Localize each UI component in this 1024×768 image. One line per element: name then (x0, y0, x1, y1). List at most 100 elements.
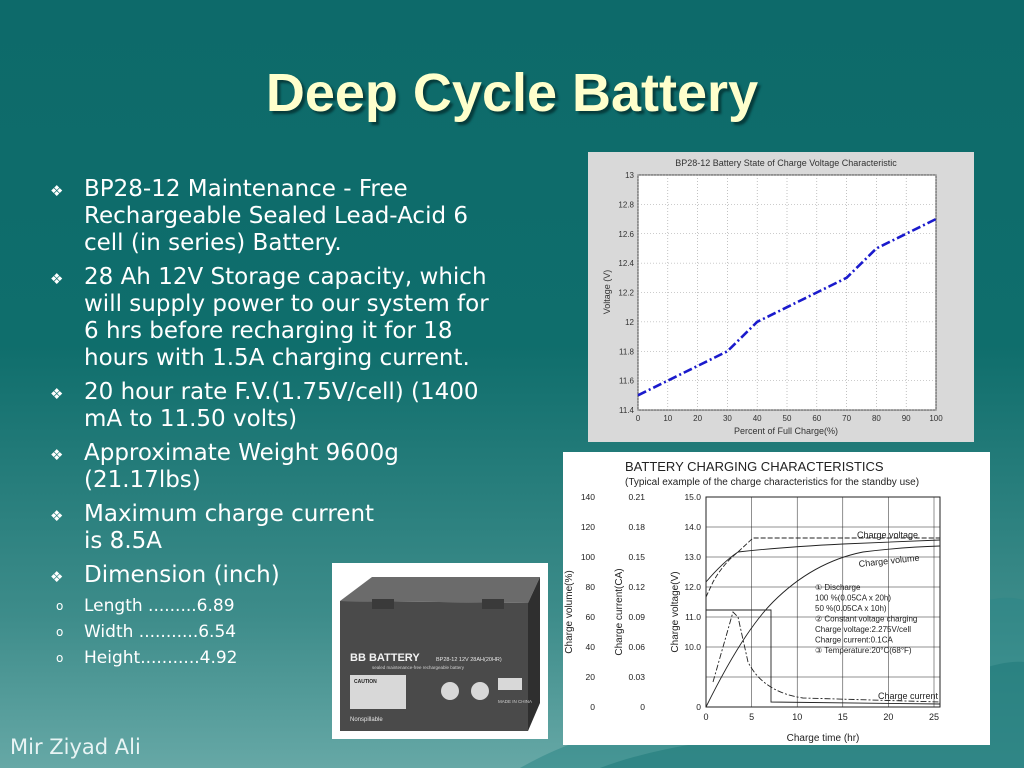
x-tick-label: 50 (783, 414, 792, 423)
legend-entry: 100 %(0.05CA x 20h) (815, 594, 891, 603)
circle-bullet-icon: o (56, 625, 64, 639)
chart-title: BP28-12 Battery State of Charge Voltage … (675, 158, 897, 168)
y-tick-label: 140 (581, 492, 595, 502)
y-tick-label: 0.06 (628, 642, 645, 652)
bullet-text: Maximum charge current is 8.5A (84, 501, 375, 554)
circle-bullet-icon: o (56, 599, 64, 613)
x-tick-label: 100 (929, 414, 943, 423)
legend-entry: Charge voltage:2.275V/cell (815, 625, 911, 634)
diamond-bullet-icon: ❖ (50, 507, 64, 525)
x-axis-label: Charge time (hr) (787, 733, 860, 744)
battery-caution: CAUTION (354, 679, 377, 685)
author-name: Mir Ziyad Ali (10, 735, 141, 759)
y-tick-label: 12.4 (618, 259, 634, 268)
y-tick-label: 0.12 (628, 582, 645, 592)
y-tick-label: 120 (581, 522, 595, 532)
bullet-item: ❖ 28 Ah 12V Storage capacity, which will … (46, 264, 506, 372)
series-label-charge-voltage: Charge voltage (857, 530, 918, 540)
charge-volume-curve (705, 545, 941, 708)
battery-photo: BB BATTERY BP28-12 12V 28AH(20HR) sealed… (332, 563, 548, 739)
legend-entry: ③ Temperature:20°C(68°F) (815, 646, 912, 655)
y-tick-label: 100 (581, 552, 595, 562)
legend-entry: Charge current:0.1CA (815, 636, 893, 645)
bullet-item: ❖ 20 hour rate F.V.(1.75V/cell) (1400 mA … (46, 379, 506, 433)
no-disposal-icon (471, 682, 489, 700)
slide-title: Deep Cycle Battery (265, 63, 759, 123)
discharge-curve (706, 609, 941, 705)
x-tick-label: 30 (723, 414, 732, 423)
bullet-text: Dimension (inch) (84, 562, 280, 588)
bullet-item: ❖ BP28-12 Maintenance - Free Rechargeable… (46, 176, 506, 257)
x-axis-label: Percent of Full Charge(%) (734, 426, 838, 436)
chart-legend: ① Discharge 100 %(0.05CA x 20h) 50 %(0.0… (815, 583, 917, 655)
bullet-list: ❖ BP28-12 Maintenance - Free Rechargeable… (46, 176, 506, 674)
series-label-charge-current: Charge current (878, 691, 939, 701)
y-tick-label: 0.15 (628, 552, 645, 562)
x-tick-label: 10 (792, 712, 802, 722)
y-tick-label: 80 (586, 582, 596, 592)
y-tick-label: 13 (625, 171, 634, 180)
y-axis-label: Voltage (V) (602, 270, 612, 315)
x-tick-label: 0 (703, 712, 708, 722)
bullet-item: ❖ Dimension (inch) (46, 562, 506, 589)
sub-bullet-item: o Length .........6.89 (46, 596, 506, 616)
x-tick-label: 25 (929, 712, 939, 722)
battery-brand: BB BATTERY (350, 652, 420, 664)
bullet-text: 20 hour rate F.V.(1.75V/cell) (1400 mA t… (84, 379, 479, 432)
bullet-text: Length .........6.89 (84, 596, 235, 616)
x-tick-label: 15 (838, 712, 848, 722)
y-tick-label: 14.0 (684, 522, 701, 532)
y-tick-label: 40 (586, 642, 596, 652)
y-tick-label: 11.0 (685, 612, 701, 622)
y-tick-label: 0.09 (628, 612, 645, 622)
y-tick-label: 15.0 (684, 492, 701, 502)
diamond-bullet-icon: ❖ (50, 270, 64, 288)
y-tick-label: 12 (625, 318, 634, 327)
y-axis-label: Charge volume(%) (564, 570, 575, 653)
bullet-item: ❖ Approximate Weight 9600g (21.17lbs) (46, 440, 506, 494)
y-axis-label: Charge current(CA) (614, 568, 625, 655)
y-tick-label: 0 (590, 702, 595, 712)
y-tick-label: 10.0 (684, 642, 701, 652)
y-tick-label: 11.6 (619, 377, 635, 386)
x-tick-label: 90 (902, 414, 911, 423)
x-tick-label: 40 (753, 414, 762, 423)
diamond-bullet-icon: ❖ (50, 182, 64, 200)
battery-model: BP28-12 12V 28AH(20HR) (436, 657, 502, 663)
x-tick-label: 70 (842, 414, 851, 423)
chart-title: BATTERY CHARGING CHARACTERISTICS (625, 459, 884, 474)
bullet-text: Approximate Weight 9600g (21.17lbs) (84, 440, 399, 493)
battery-nonspillable: Nonspillable (350, 717, 383, 723)
y-tick-label: 0.03 (628, 672, 645, 682)
bullet-text: 28 Ah 12V Storage capacity, which will s… (84, 264, 489, 371)
soc-chart-svg: BP28-12 Battery State of Charge Voltage … (602, 158, 943, 436)
bullet-text: Height...........4.92 (84, 648, 238, 668)
x-tick-label: 10 (663, 414, 672, 423)
y-tick-label: 0 (696, 702, 701, 712)
y-tick-label: 12.8 (618, 200, 634, 209)
battery-tagline: sealed maintenance-free rechargeable bat… (372, 665, 465, 670)
y-tick-label: 12.2 (618, 289, 634, 298)
y-tick-label: 12.0 (684, 582, 701, 592)
y-tick-label: 0.18 (628, 522, 645, 532)
legend-entry: 50 %(0.05CA x 10h) (815, 604, 887, 613)
chart-subtitle: (Typical example of the charge character… (625, 477, 919, 488)
recycle-icon (441, 682, 459, 700)
battery-origin: MADE IN CHINA (498, 699, 532, 704)
bullet-text: BP28-12 Maintenance - Free Rechargeable … (84, 176, 469, 256)
x-tick-label: 5 (749, 712, 754, 722)
legend-entry: ② Constant voltage charging (815, 615, 917, 624)
x-tick-label: 60 (812, 414, 821, 423)
voltage-series-line (637, 217, 937, 397)
charging-chart-svg: BATTERY CHARGING CHARACTERISTICS (Typica… (564, 459, 941, 744)
bullet-item: ❖ Maximum charge current is 8.5A (46, 501, 384, 555)
bullet-text: Width ...........6.54 (84, 622, 237, 642)
charge-voltage-curve-50 (705, 537, 940, 598)
diamond-bullet-icon: ❖ (50, 568, 64, 586)
sub-bullet-item: o Height...........4.92 (46, 648, 506, 668)
sub-bullet-item: o Width ...........6.54 (46, 622, 506, 642)
y-axis-label: Charge voltage(V) (670, 571, 681, 652)
y-tick-label: 13.0 (684, 552, 701, 562)
y-tick-label: 12.6 (618, 230, 634, 239)
x-tick-label: 80 (872, 414, 881, 423)
